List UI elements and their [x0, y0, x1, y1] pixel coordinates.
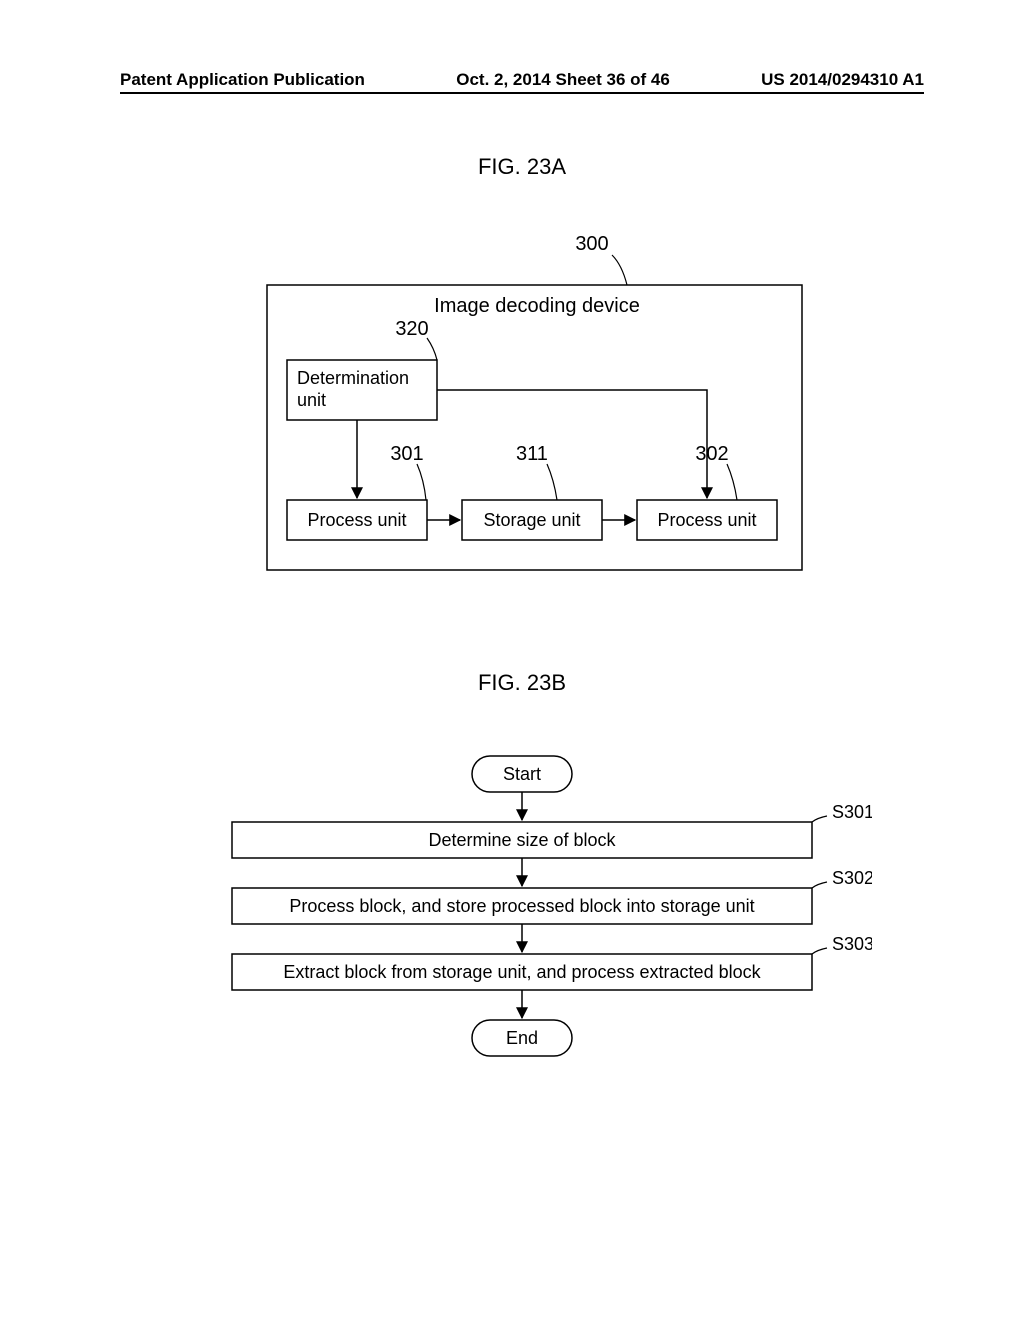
- header-center: Oct. 2, 2014 Sheet 36 of 46: [456, 70, 670, 90]
- lead-line-302: [727, 464, 737, 500]
- process-unit-1-label: Process unit: [307, 510, 406, 530]
- lead-line-300: [612, 255, 627, 285]
- end-label: End: [506, 1028, 538, 1048]
- lead-s301: [812, 816, 827, 822]
- determination-unit-label-2: unit: [297, 390, 326, 410]
- s301-ref: S301: [832, 802, 872, 822]
- outer-ref-text: 300: [575, 233, 608, 255]
- s302-ref: S302: [832, 868, 872, 888]
- lead-line-301: [417, 464, 426, 500]
- storage-unit-label: Storage unit: [483, 510, 580, 530]
- lead-s303: [812, 948, 827, 954]
- header-right: US 2014/0294310 A1: [761, 70, 924, 90]
- arrow-det-to-p2: [437, 390, 707, 498]
- process-unit-2-label: Process unit: [657, 510, 756, 530]
- s302-label: Process block, and store processed block…: [289, 896, 754, 916]
- header-left: Patent Application Publication: [120, 70, 365, 90]
- determination-unit-label-1: Determination: [297, 368, 409, 388]
- s303-ref: S303: [832, 934, 872, 954]
- page-header: Patent Application Publication Oct. 2, 2…: [120, 70, 924, 94]
- figure-a-label: FIG. 23A: [120, 154, 924, 180]
- start-label: Start: [503, 764, 541, 784]
- s303-label: Extract block from storage unit, and pro…: [283, 962, 761, 982]
- det-ref-text: 320: [395, 318, 428, 340]
- p1-ref-text: 301: [390, 443, 423, 465]
- p2-ref-text: 302: [695, 443, 728, 465]
- figure-b-label: FIG. 23B: [120, 670, 924, 696]
- figure-b-diagram: Start Determine size of block S301 Proce…: [120, 746, 924, 1106]
- outer-title: Image decoding device: [434, 295, 640, 317]
- figure-a-diagram: 300 Image decoding device Determination …: [120, 230, 924, 610]
- lead-s302: [812, 882, 827, 888]
- lead-line-311: [547, 464, 557, 500]
- store-ref-text: 311: [516, 443, 548, 465]
- s301-label: Determine size of block: [428, 830, 616, 850]
- lead-line-320: [427, 338, 437, 360]
